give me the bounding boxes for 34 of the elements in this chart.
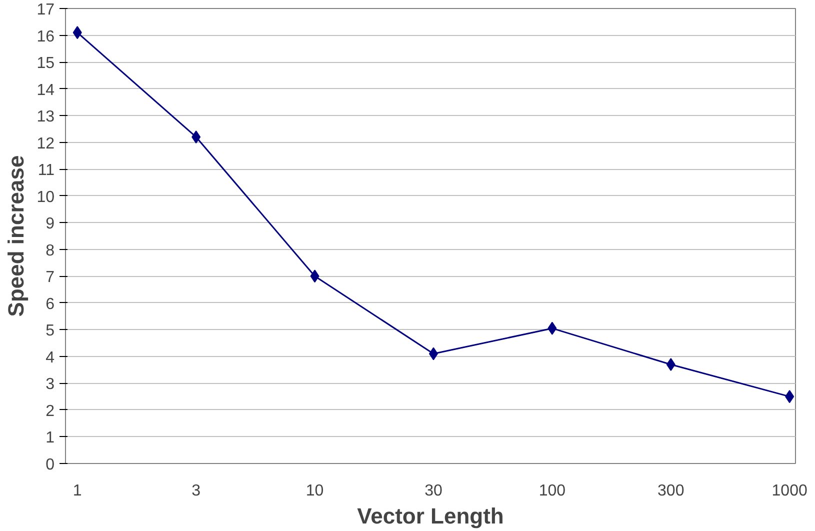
y-tick-label: 5 bbox=[46, 322, 55, 340]
y-tick-label: 17 bbox=[36, 2, 55, 18]
y-tick-label: 10 bbox=[36, 188, 55, 206]
y-tick-label: 4 bbox=[46, 349, 55, 366]
x-tick-label: 1000 bbox=[772, 482, 808, 500]
point bbox=[785, 390, 794, 404]
y-axis-title: Speed increase bbox=[4, 155, 29, 317]
point bbox=[666, 358, 676, 371]
y-tick-label: 7 bbox=[46, 269, 55, 286]
x-tick-label: 3 bbox=[192, 482, 201, 500]
point bbox=[310, 270, 320, 283]
y-tick-label: 0 bbox=[46, 456, 55, 474]
x-tick-label: 1 bbox=[72, 482, 82, 500]
y-tick-label: 16 bbox=[36, 28, 55, 46]
y-tick-label: 13 bbox=[36, 108, 55, 126]
x-tick-label: 300 bbox=[658, 482, 684, 500]
y-tick-label: 3 bbox=[46, 376, 55, 394]
x-tick-label: 30 bbox=[424, 482, 442, 500]
y-tick-label: 12 bbox=[36, 135, 55, 152]
point bbox=[192, 130, 201, 144]
y-tick-label: 11 bbox=[38, 162, 55, 180]
point bbox=[548, 322, 557, 335]
y-tick-label: 8 bbox=[46, 242, 55, 260]
x-tick-label: 10 bbox=[306, 482, 324, 500]
y-tick-label: 2 bbox=[46, 402, 55, 420]
x-axis-title: Vector Length bbox=[357, 504, 504, 528]
y-tick-label: 14 bbox=[36, 82, 55, 99]
y-tick-label: 15 bbox=[36, 55, 55, 72]
y-tick-label: 1 bbox=[46, 430, 55, 447]
y-tick-label: 6 bbox=[46, 296, 55, 313]
point bbox=[72, 26, 82, 40]
y-tick-label: 9 bbox=[46, 216, 55, 233]
x-tick-label: 100 bbox=[538, 482, 566, 500]
point bbox=[428, 347, 438, 360]
